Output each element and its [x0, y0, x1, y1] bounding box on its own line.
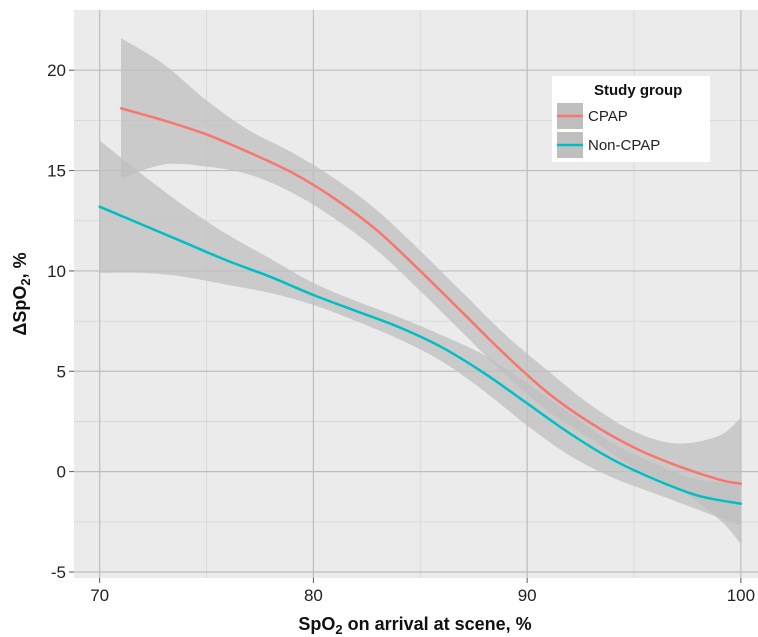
- x-tick-label: 90: [518, 586, 537, 605]
- y-tick-label: 15: [47, 162, 66, 181]
- y-axis-ticks: -5 0 5 10 15 20: [47, 61, 74, 582]
- y-tick-label: 20: [47, 61, 66, 80]
- series-line-cpap: [119, 107, 743, 485]
- series-line-non-cpap: [98, 205, 743, 505]
- legend-label-non-cpap: Non-CPAP: [588, 137, 660, 154]
- legend-title: Study group: [594, 82, 682, 99]
- y-tick-label: 10: [47, 262, 66, 281]
- x-tick-label: 70: [90, 586, 109, 605]
- y-tick-label: 0: [57, 463, 66, 482]
- x-axis-ticks: 70 80 90 100: [90, 578, 755, 605]
- y-tick-label: -5: [51, 563, 66, 582]
- x-tick-label: 100: [727, 586, 755, 605]
- confidence-band-non-cpap: [99, 140, 741, 526]
- x-tick-label: 80: [304, 586, 323, 605]
- series-lines: [98, 107, 743, 505]
- x-axis-title: SpO2 on arrival at scene, %: [298, 614, 531, 637]
- y-axis-title: ΔSpO2, %: [10, 252, 33, 335]
- legend: Study group CPAP Non-CPAP: [552, 76, 710, 162]
- y-tick-label: 5: [57, 362, 66, 381]
- legend-label-cpap: CPAP: [588, 108, 628, 125]
